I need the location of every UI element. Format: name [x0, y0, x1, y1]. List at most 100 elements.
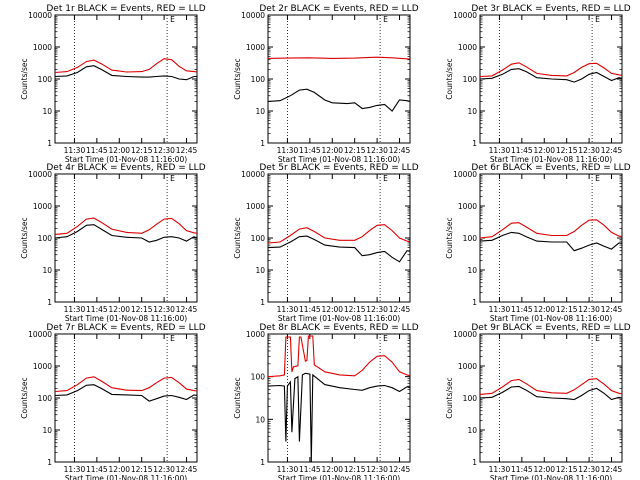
x-tick-label: 12:45	[389, 465, 411, 474]
y-axis-label: Counts/sec	[233, 58, 242, 99]
y-axis-label: Counts/sec	[445, 58, 454, 99]
x-tick-label: 12:45	[176, 305, 198, 314]
x-tick-label: 12:30	[153, 465, 175, 474]
plot-frame	[54, 173, 198, 303]
x-tick-label: 12:30	[366, 305, 388, 314]
events-series-line	[54, 224, 198, 243]
y-tick-label: 10000	[453, 330, 477, 339]
y-axis-label: Counts/sec	[445, 377, 454, 418]
lld-series-line	[479, 378, 623, 395]
x-tick-label: 11:30	[277, 465, 299, 474]
lld-series-line	[54, 376, 198, 393]
flag-label: E	[383, 334, 388, 343]
plot-frame	[267, 173, 411, 303]
y-tick-label: 1	[47, 458, 52, 467]
y-tick-label: 1000	[458, 43, 477, 52]
y-axis-label: Counts/sec	[445, 217, 454, 258]
y-tick-label: 1	[472, 458, 477, 467]
panel-title: Det 2r BLACK = Events, RED = LLD	[259, 4, 418, 14]
x-tick-label: 12:45	[601, 305, 623, 314]
flag-label: E	[595, 15, 600, 24]
x-tick-label: 12:15	[344, 146, 366, 155]
panel-title: Det 7r BLACK = Events, RED = LLD	[46, 323, 205, 333]
y-axis-label: Counts/sec	[20, 377, 29, 418]
y-tick-label: 1000	[246, 202, 265, 211]
x-tick-label: 12:30	[153, 305, 175, 314]
events-series-line	[479, 68, 623, 83]
y-tick-label: 1	[472, 139, 477, 148]
x-tick-label: 12:30	[153, 146, 175, 155]
y-tick-label: 100	[38, 234, 53, 243]
x-axis-label: Start Time (01-Nov-08 11:16:00)	[278, 474, 400, 480]
events-series-line	[54, 384, 198, 402]
x-tick-label: 12:30	[366, 465, 388, 474]
y-tick-label: 1	[260, 298, 265, 307]
panel-title: Det 3r BLACK = Events, RED = LLD	[471, 4, 630, 14]
y-tick-label: 100	[463, 234, 478, 243]
x-tick-label: 11:30	[489, 305, 511, 314]
y-tick-label: 10	[42, 107, 52, 116]
lld-series-line	[54, 58, 198, 74]
y-tick-label: 1	[472, 298, 477, 307]
y-tick-label: 10	[255, 107, 265, 116]
y-tick-label: 10000	[28, 330, 52, 339]
x-tick-label: 12:15	[131, 465, 153, 474]
x-tick-label: 12:15	[131, 146, 153, 155]
y-tick-label: 10	[42, 426, 52, 435]
x-tick-label: 11:45	[299, 305, 321, 314]
y-tick-label: 10	[467, 107, 477, 116]
flag-label: E	[383, 174, 388, 183]
x-tick-label: 12:30	[578, 146, 600, 155]
y-tick-label: 100	[251, 234, 266, 243]
x-tick-label: 11:45	[511, 305, 533, 314]
panel-title: Det 9r BLACK = Events, RED = LLD	[471, 323, 630, 333]
lld-series-line	[267, 224, 411, 244]
x-axis-label: Start Time (01-Nov-08 11:16:00)	[65, 314, 187, 323]
x-tick-label: 11:45	[86, 305, 108, 314]
x-tick-label: 12:00	[108, 146, 130, 155]
y-tick-label: 10000	[28, 11, 52, 20]
panel-title: Det 1r BLACK = Events, RED = LLD	[46, 4, 205, 14]
flag-label: E	[170, 15, 175, 24]
y-tick-label: 10000	[241, 170, 265, 179]
plot-frame	[267, 14, 411, 144]
x-tick-label: 11:30	[489, 465, 511, 474]
x-tick-label: 12:00	[533, 305, 555, 314]
flag-label: E	[170, 334, 175, 343]
y-tick-label: 10	[255, 266, 265, 275]
events-series-line	[479, 231, 623, 252]
x-tick-label: 12:45	[389, 146, 411, 155]
y-tick-label: 1000	[33, 202, 52, 211]
x-axis-label: Start Time (01-Nov-08 11:16:00)	[65, 155, 187, 164]
events-series-line	[479, 385, 623, 401]
y-tick-label: 100	[251, 373, 266, 382]
events-series-line	[267, 372, 411, 463]
x-tick-label: 11:45	[86, 146, 108, 155]
x-tick-label: 12:15	[556, 146, 578, 155]
x-tick-label: 12:45	[389, 305, 411, 314]
x-tick-label: 11:30	[64, 146, 86, 155]
x-tick-label: 11:30	[489, 146, 511, 155]
x-tick-label: 12:15	[556, 305, 578, 314]
y-tick-label: 100	[463, 75, 478, 84]
x-tick-label: 12:00	[321, 465, 343, 474]
flag-label: E	[170, 174, 175, 183]
panel-title: Det 4r BLACK = Events, RED = LLD	[46, 163, 205, 173]
x-tick-label: 12:45	[601, 465, 623, 474]
x-tick-label: 12:45	[176, 465, 198, 474]
y-tick-label: 10	[42, 266, 52, 275]
flag-label: E	[595, 334, 600, 343]
lld-series-line	[267, 335, 411, 378]
y-tick-label: 1	[260, 458, 265, 467]
lld-series-line	[479, 62, 623, 78]
x-axis-label: Start Time (01-Nov-08 11:16:00)	[278, 314, 400, 323]
y-axis-label: Counts/sec	[20, 217, 29, 258]
x-tick-label: 12:00	[108, 465, 130, 474]
y-tick-label: 1	[47, 298, 52, 307]
y-tick-label: 10000	[453, 170, 477, 179]
